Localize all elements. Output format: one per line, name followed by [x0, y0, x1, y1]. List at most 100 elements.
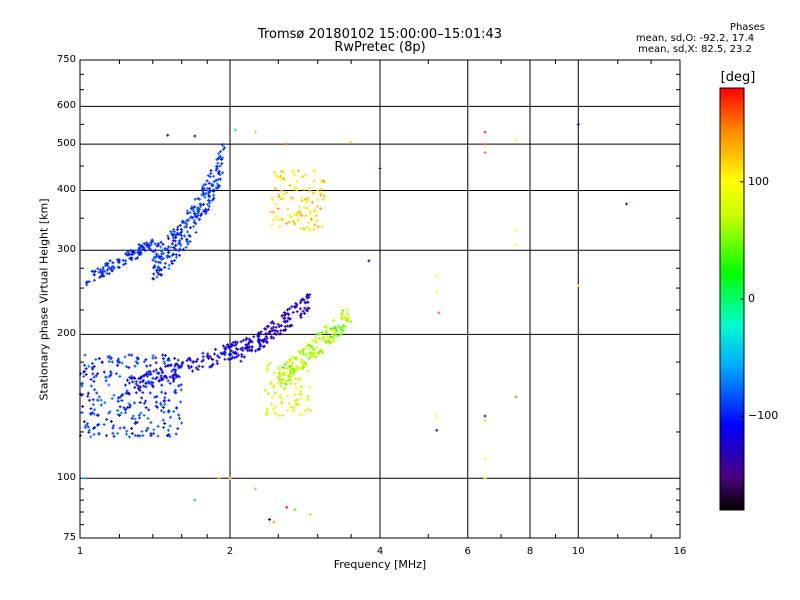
data-point	[167, 263, 171, 267]
data-point	[130, 432, 134, 436]
data-point	[331, 335, 335, 339]
data-point	[217, 184, 221, 188]
data-point	[183, 225, 187, 229]
data-point	[183, 234, 187, 238]
data-point	[130, 353, 134, 357]
data-point	[138, 385, 142, 389]
data-point	[162, 410, 166, 414]
data-point	[284, 382, 288, 386]
data-point	[293, 508, 297, 512]
data-point	[291, 170, 295, 174]
data-point	[316, 197, 320, 201]
data-point	[137, 246, 141, 250]
data-point	[165, 376, 169, 380]
data-point	[282, 311, 286, 315]
data-point	[120, 398, 124, 402]
data-point	[483, 414, 487, 418]
data-point	[209, 199, 213, 203]
data-point	[300, 385, 304, 389]
data-point	[120, 361, 124, 365]
data-point	[254, 349, 258, 353]
data-point	[144, 406, 148, 410]
data-point	[179, 383, 183, 387]
data-point	[275, 214, 279, 218]
data-point	[240, 355, 244, 359]
data-point	[307, 356, 311, 360]
data-point	[239, 340, 243, 344]
data-point	[294, 301, 298, 305]
data-point	[155, 269, 159, 273]
data-point	[297, 169, 301, 173]
data-point	[335, 329, 339, 333]
data-point	[80, 381, 84, 385]
data-point	[277, 325, 281, 329]
data-point	[302, 187, 306, 191]
data-point	[176, 225, 180, 229]
data-point	[109, 371, 113, 375]
data-point	[203, 195, 207, 199]
data-point	[304, 173, 308, 177]
data-point	[193, 197, 197, 201]
data-point	[111, 426, 115, 430]
data-point	[108, 369, 112, 373]
data-point	[168, 415, 172, 419]
data-point	[101, 266, 105, 270]
data-point	[191, 360, 195, 364]
data-point	[295, 365, 299, 369]
x-tick-label: 16	[673, 546, 687, 557]
data-point	[106, 262, 110, 266]
data-point	[97, 357, 101, 361]
data-point	[290, 355, 294, 359]
data-point	[212, 189, 216, 193]
data-point	[181, 219, 185, 223]
data-point	[127, 392, 131, 396]
data-point	[111, 261, 115, 265]
data-point	[228, 346, 232, 350]
data-point	[319, 207, 323, 211]
data-point	[209, 365, 213, 369]
data-point	[308, 212, 312, 216]
data-point	[136, 251, 140, 255]
data-point	[201, 185, 205, 189]
data-point	[222, 146, 226, 150]
data-point	[291, 372, 295, 376]
data-point	[218, 150, 222, 154]
data-point	[174, 406, 178, 410]
data-point	[295, 386, 299, 390]
data-point	[300, 298, 304, 302]
data-point	[174, 368, 178, 372]
x-axis-label: Frequency [MHz]	[333, 558, 427, 571]
data-point	[108, 354, 112, 358]
data-point	[176, 427, 180, 431]
data-point	[200, 193, 204, 197]
data-point	[291, 219, 295, 223]
data-point	[166, 247, 170, 251]
data-point	[297, 217, 301, 221]
data-point	[197, 217, 201, 221]
data-point	[299, 227, 303, 231]
data-point	[290, 305, 294, 309]
data-point	[187, 234, 191, 238]
data-point	[152, 432, 156, 436]
data-point	[229, 349, 233, 353]
data-point	[625, 202, 629, 206]
data-point	[161, 252, 165, 256]
data-point	[295, 188, 299, 192]
data-point	[142, 373, 146, 377]
data-point	[156, 242, 160, 246]
data-point	[125, 378, 129, 382]
data-point	[145, 364, 149, 368]
data-point	[269, 210, 273, 214]
data-point	[155, 405, 159, 409]
data-point	[483, 456, 487, 460]
data-point	[174, 255, 178, 259]
data-point	[231, 355, 235, 359]
data-point	[320, 348, 324, 352]
data-point	[285, 191, 289, 195]
data-point	[122, 263, 126, 267]
data-point	[86, 394, 90, 398]
data-point	[212, 193, 216, 197]
data-point	[277, 381, 281, 385]
data-point	[258, 347, 262, 351]
data-point	[276, 322, 280, 326]
